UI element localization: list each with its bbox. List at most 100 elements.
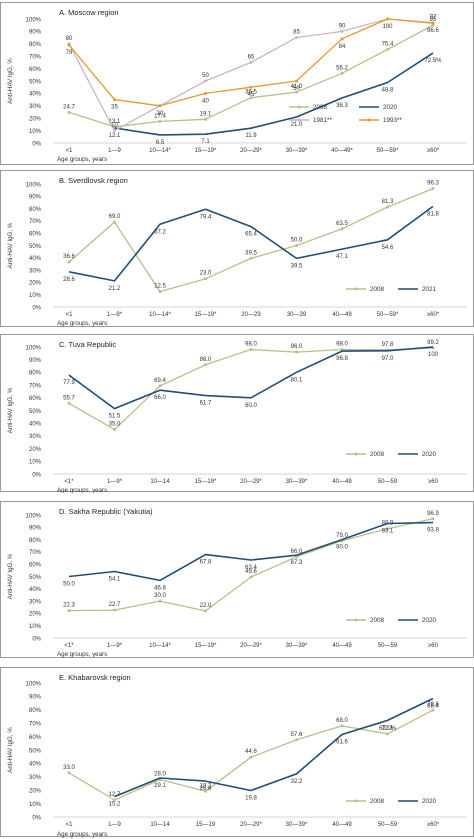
y-tick-label: 90% bbox=[29, 195, 42, 201]
legend-marker bbox=[297, 105, 301, 109]
y-tick-label: 20% bbox=[29, 789, 42, 795]
data-label: 84 bbox=[339, 44, 346, 50]
data-point bbox=[340, 348, 344, 352]
data-label: 65 bbox=[248, 54, 255, 60]
data-point bbox=[340, 71, 344, 75]
y-tick-label: 70% bbox=[29, 550, 42, 556]
y-tick-label: 10% bbox=[29, 802, 42, 808]
data-label: 79.4 bbox=[200, 214, 212, 220]
data-label: 23.0 bbox=[200, 271, 212, 277]
y-tick-label: 50% bbox=[29, 575, 42, 581]
data-label: 97 bbox=[430, 15, 437, 21]
data-label: 63.5 bbox=[336, 221, 348, 227]
data-label: 36.6 bbox=[63, 254, 75, 260]
y-tick-label: 60% bbox=[29, 735, 42, 741]
x-tick-label: 1—9* bbox=[107, 479, 123, 485]
data-point bbox=[249, 85, 253, 89]
legend-label: 1993** bbox=[383, 117, 402, 124]
y-tick-label: 60% bbox=[29, 232, 42, 238]
y-tick-label: 100% bbox=[26, 182, 42, 188]
x-axis-title: Age groups, years bbox=[57, 320, 107, 327]
y-tick-label: 90% bbox=[29, 30, 42, 36]
x-tick-label: 15—19 bbox=[196, 822, 216, 828]
data-label: 21.2 bbox=[109, 286, 121, 292]
data-label: 48.8 bbox=[382, 87, 394, 93]
data-label: 28.6 bbox=[63, 277, 75, 283]
y-tick-label: 50% bbox=[29, 244, 42, 250]
chart-panel-sakha: D. Sakha Republic (Yakutia) 0% 10% 20% 30% 4… bbox=[0, 501, 474, 658]
data-label: 36.3 bbox=[336, 103, 348, 109]
data-label: 49.6 bbox=[245, 569, 257, 575]
series-line-2020 bbox=[114, 697, 434, 798]
data-label: 12.1 bbox=[109, 133, 121, 139]
legend-label: 2008 bbox=[370, 286, 385, 293]
data-label: 69.4 bbox=[154, 378, 166, 384]
data-point bbox=[204, 277, 207, 281]
data-point bbox=[386, 732, 389, 736]
data-point bbox=[204, 789, 207, 793]
data-label: 60.0 bbox=[245, 403, 257, 409]
data-label: 77.9 bbox=[63, 380, 75, 386]
data-label: 98.0 bbox=[245, 342, 257, 348]
data-label: 63.4 bbox=[245, 565, 257, 571]
x-tick-label: 40—49* bbox=[331, 148, 353, 154]
y-tick-label: 0% bbox=[32, 815, 41, 821]
data-point bbox=[67, 609, 71, 613]
y-tick-label: 80% bbox=[29, 207, 42, 213]
data-label: 22.0 bbox=[200, 603, 212, 609]
chart-title: E. Khabarovsk region bbox=[59, 673, 131, 682]
y-tick-label: 90% bbox=[29, 358, 42, 364]
series-line-2020 bbox=[114, 52, 434, 136]
data-label: 50.0 bbox=[291, 238, 303, 244]
line-chart-moscow: 0% 10% 20% 30% 40% 50% 60% 70% 80% 90% 100% Anti-HA… bbox=[7, 15, 467, 163]
data-label: 99.2 bbox=[427, 340, 439, 346]
data-label: 62.0% bbox=[379, 726, 397, 732]
y-tick-label: 100% bbox=[26, 513, 42, 519]
chart-panel-moscow: A. Moscow region 0% 10% 20% 30% 40% 50% 60% 70%… bbox=[0, 2, 474, 165]
data-point bbox=[204, 363, 207, 367]
x-tick-label: 30—39* bbox=[286, 479, 308, 485]
data-label: 33.0 bbox=[63, 765, 75, 771]
data-point bbox=[67, 401, 71, 405]
data-point bbox=[295, 738, 298, 742]
data-point bbox=[295, 244, 298, 247]
y-axis-title: Anti-HAV IgG, % bbox=[7, 222, 14, 268]
y-tick-label: 10% bbox=[29, 129, 42, 135]
data-label: 96.0 bbox=[291, 344, 303, 350]
data-label: 97.8 bbox=[382, 342, 394, 348]
y-tick-label: 50% bbox=[29, 748, 42, 754]
x-axis-title: Age groups, years bbox=[57, 831, 107, 838]
data-label: 41.0 bbox=[291, 84, 303, 90]
x-tick-label: <1 bbox=[66, 148, 74, 154]
line-chart-tuva: 0% 10% 20% 30% 40% 50% 60% 70% 80% 90% 100% Anti-HA… bbox=[7, 340, 467, 493]
y-tick-label: 10% bbox=[29, 624, 42, 630]
line-chart-sverdlovsk: 0% 10% 20% 30% 40% 50% 60% 70% 80% 90% 100% Anti-HA… bbox=[7, 181, 467, 327]
legend-label: 2020 bbox=[383, 104, 398, 111]
x-tick-label: 20—29* bbox=[240, 643, 262, 649]
data-label: 69.0 bbox=[109, 214, 121, 220]
data-label: 67.2 bbox=[154, 229, 166, 235]
y-tick-label: 0% bbox=[32, 305, 41, 311]
data-label: 79 bbox=[66, 50, 73, 56]
data-point bbox=[158, 599, 162, 603]
x-tick-label: 10—14* bbox=[149, 643, 171, 649]
data-label: 28.0 bbox=[154, 771, 166, 777]
data-label: 75.4 bbox=[382, 42, 394, 48]
chart-title: C. Tuva Republic bbox=[59, 340, 117, 349]
x-tick-label: 50—59 bbox=[378, 643, 398, 649]
y-tick-label: 80% bbox=[29, 42, 42, 48]
data-label: 11.9 bbox=[245, 133, 257, 139]
x-tick-label: 40—49 bbox=[332, 479, 352, 485]
legend-label: 2021 bbox=[422, 286, 437, 293]
y-tick-label: 10% bbox=[29, 460, 42, 466]
line-chart-sakha: 0% 10% 20% 30% 40% 50% 60% 70% 80% 90% 100% Anti-HA… bbox=[7, 511, 467, 658]
data-label: 47.1 bbox=[336, 254, 348, 260]
x-tick-label: 50—59 bbox=[378, 822, 398, 828]
y-tick-label: 50% bbox=[29, 79, 42, 85]
data-point bbox=[249, 96, 253, 100]
data-point bbox=[386, 205, 389, 209]
data-label: 80 bbox=[66, 36, 73, 42]
data-point bbox=[386, 48, 389, 52]
data-label: 45 bbox=[248, 92, 255, 98]
y-tick-label: 70% bbox=[29, 219, 42, 225]
